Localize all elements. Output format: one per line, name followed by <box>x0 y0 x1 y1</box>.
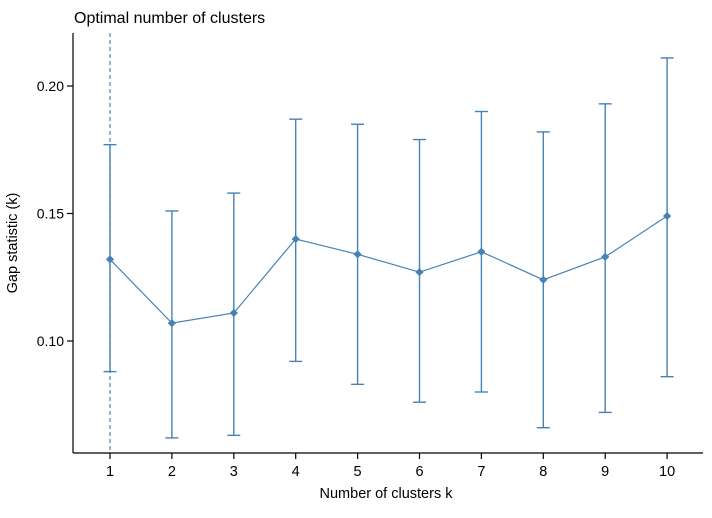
y-tick-label: 0.10 <box>37 333 64 349</box>
plot-area: 0.10 0.15 0.20 1 2 3 4 5 6 7 8 9 10 <box>37 33 703 480</box>
y-axis-title: Gap statistic (k) <box>5 193 21 294</box>
gap-line <box>109 215 668 324</box>
x-axis-title: Number of clusters k <box>320 486 454 502</box>
data-point <box>539 275 548 284</box>
x-tick-label: 7 <box>477 464 485 480</box>
data-point <box>662 211 672 221</box>
data-point <box>415 268 424 277</box>
x-tick-label: 8 <box>539 464 547 480</box>
x-tick-label: 9 <box>601 464 609 480</box>
y-tick-label: 0.20 <box>37 78 64 94</box>
data-point <box>291 234 300 244</box>
y-tick-label: 0.15 <box>37 206 64 222</box>
data-point <box>601 252 610 261</box>
x-tick-label: 2 <box>168 464 176 480</box>
data-point <box>105 255 115 264</box>
x-tick-label: 1 <box>106 464 114 480</box>
data-point <box>477 247 486 256</box>
x-tick-label: 10 <box>659 464 675 480</box>
data-point <box>229 308 238 318</box>
x-tick-label: 5 <box>354 464 362 480</box>
data-point <box>167 319 177 328</box>
x-tick-label: 6 <box>415 464 423 480</box>
x-tick-label: 3 <box>230 464 238 480</box>
chart-title: Optimal number of clusters <box>74 10 265 27</box>
x-tick-label: 4 <box>292 464 300 480</box>
data-point <box>353 250 362 259</box>
